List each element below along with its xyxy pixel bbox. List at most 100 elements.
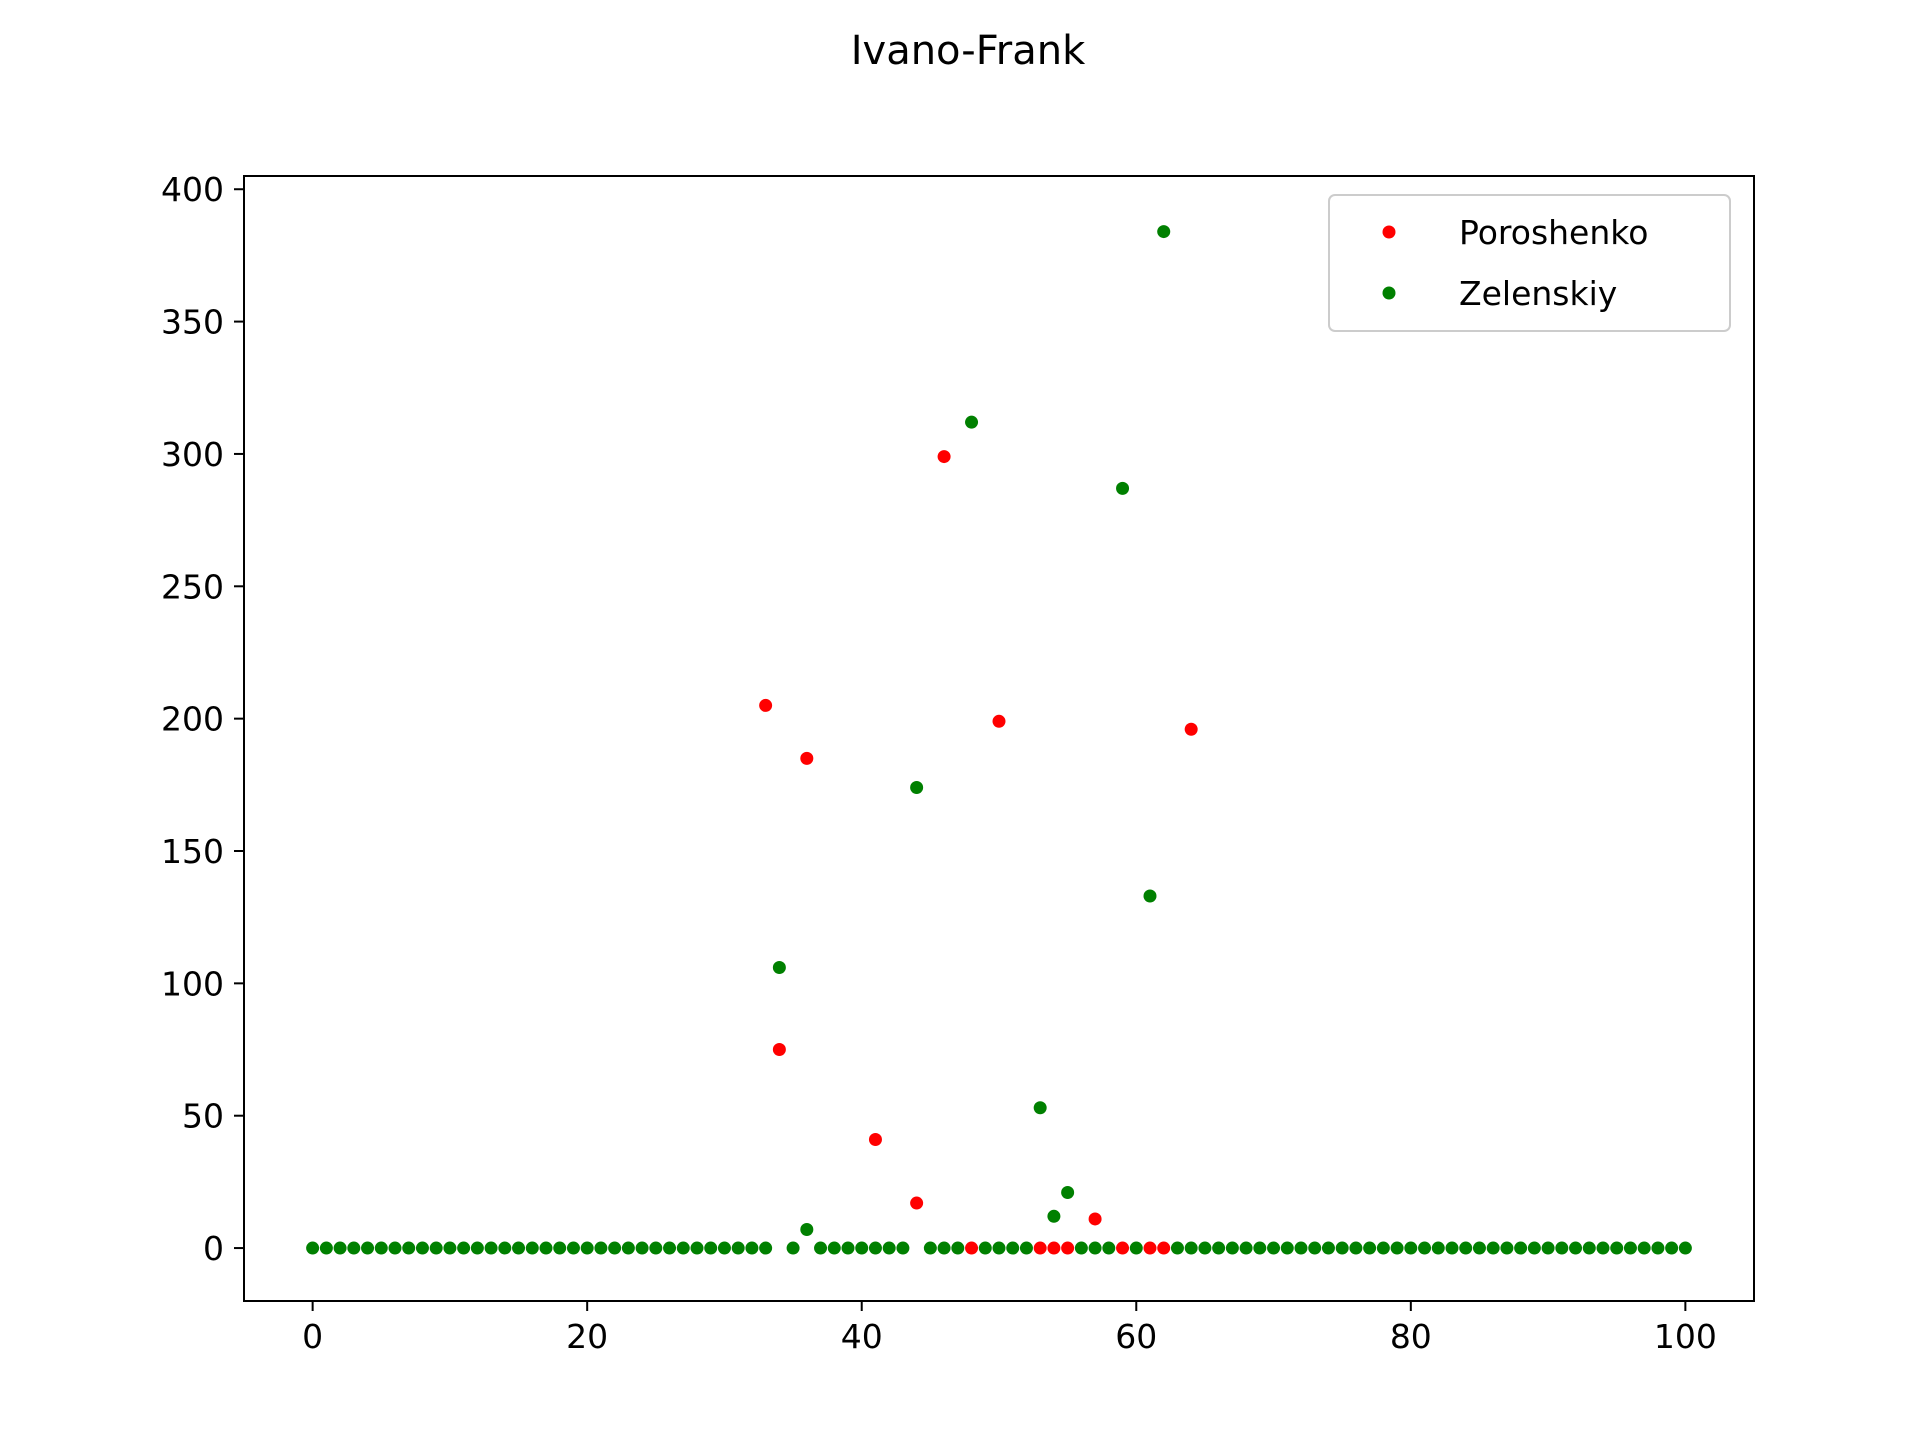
point-zelenskiy xyxy=(457,1241,471,1255)
point-zelenskiy xyxy=(1500,1241,1514,1255)
point-zelenskiy xyxy=(319,1241,333,1255)
point-zelenskiy xyxy=(1006,1241,1020,1255)
point-zelenskiy xyxy=(1019,1241,1033,1255)
point-zelenskiy xyxy=(525,1241,539,1255)
point-zelenskiy xyxy=(800,1223,814,1237)
point-poroshenko xyxy=(1061,1241,1075,1255)
point-zelenskiy xyxy=(374,1241,388,1255)
point-poroshenko xyxy=(992,714,1006,728)
point-poroshenko xyxy=(965,1241,979,1255)
point-zelenskiy xyxy=(1651,1241,1665,1255)
point-zelenskiy xyxy=(1363,1241,1377,1255)
point-zelenskiy xyxy=(937,1241,951,1255)
x-axis: 0 20 40 60 80 100 xyxy=(302,1301,1717,1356)
x-tick-label: 80 xyxy=(1390,1317,1432,1356)
point-poroshenko xyxy=(1033,1241,1047,1255)
y-tick-label: 250 xyxy=(161,567,224,606)
point-zelenskiy xyxy=(855,1241,869,1255)
x-tick-label: 20 xyxy=(566,1317,608,1356)
point-zelenskiy xyxy=(992,1241,1006,1255)
point-zelenskiy xyxy=(1088,1241,1102,1255)
point-zelenskiy xyxy=(1129,1241,1143,1255)
point-zelenskiy xyxy=(402,1241,416,1255)
point-zelenskiy xyxy=(1665,1241,1679,1255)
point-zelenskiy xyxy=(566,1241,580,1255)
point-zelenskiy xyxy=(1610,1241,1624,1255)
point-zelenskiy xyxy=(1294,1241,1308,1255)
point-poroshenko xyxy=(1184,722,1198,736)
point-zelenskiy xyxy=(512,1241,526,1255)
point-zelenskiy xyxy=(1335,1241,1349,1255)
point-zelenskiy xyxy=(704,1241,718,1255)
point-zelenskiy xyxy=(759,1241,773,1255)
point-zelenskiy xyxy=(1472,1241,1486,1255)
y-axis: 0 50 100 150 200 250 300 350 400 xyxy=(161,170,244,1268)
point-zelenskiy xyxy=(608,1241,622,1255)
point-zelenskiy xyxy=(443,1241,457,1255)
legend: Poroshenko Zelenskiy xyxy=(1328,194,1731,332)
y-tick-label: 100 xyxy=(161,964,224,1003)
legend-box xyxy=(1328,194,1731,332)
x-tick-label: 60 xyxy=(1115,1317,1157,1356)
point-zelenskiy xyxy=(745,1241,759,1255)
point-zelenskiy xyxy=(1212,1241,1226,1255)
point-poroshenko xyxy=(759,698,773,712)
point-zelenskiy xyxy=(1514,1241,1528,1255)
point-zelenskiy xyxy=(1033,1101,1047,1115)
point-zelenskiy xyxy=(306,1241,320,1255)
point-zelenskiy xyxy=(951,1241,965,1255)
point-zelenskiy xyxy=(827,1241,841,1255)
point-zelenskiy xyxy=(333,1241,347,1255)
point-zelenskiy xyxy=(1459,1241,1473,1255)
point-zelenskiy xyxy=(635,1241,649,1255)
point-zelenskiy xyxy=(841,1241,855,1255)
point-zelenskiy xyxy=(1390,1241,1404,1255)
y-tick-label: 50 xyxy=(182,1097,224,1136)
point-zelenskiy xyxy=(553,1241,567,1255)
point-zelenskiy xyxy=(896,1241,910,1255)
point-zelenskiy xyxy=(731,1241,745,1255)
y-tick-label: 400 xyxy=(161,170,224,209)
point-zelenskiy xyxy=(361,1241,375,1255)
point-zelenskiy xyxy=(1308,1241,1322,1255)
point-zelenskiy xyxy=(910,780,924,794)
point-zelenskiy xyxy=(1116,481,1130,495)
point-zelenskiy xyxy=(1280,1241,1294,1255)
legend-label-poroshenko: Poroshenko xyxy=(1459,213,1648,252)
point-zelenskiy xyxy=(1253,1241,1267,1255)
point-zelenskiy xyxy=(1102,1241,1116,1255)
y-tick-label: 0 xyxy=(203,1229,224,1268)
point-poroshenko xyxy=(772,1043,786,1057)
point-zelenskiy xyxy=(580,1241,594,1255)
point-zelenskiy xyxy=(484,1241,498,1255)
point-zelenskiy xyxy=(1376,1241,1390,1255)
point-zelenskiy xyxy=(1637,1241,1651,1255)
point-zelenskiy xyxy=(1418,1241,1432,1255)
point-zelenskiy xyxy=(1596,1241,1610,1255)
point-poroshenko xyxy=(1088,1212,1102,1226)
point-zelenskiy xyxy=(1143,889,1157,903)
point-zelenskiy xyxy=(1157,225,1171,239)
point-zelenskiy xyxy=(1061,1185,1075,1199)
point-zelenskiy xyxy=(882,1241,896,1255)
point-zelenskiy xyxy=(772,960,786,974)
point-zelenskiy xyxy=(676,1241,690,1255)
point-zelenskiy xyxy=(1170,1241,1184,1255)
point-zelenskiy xyxy=(1678,1241,1692,1255)
point-zelenskiy xyxy=(388,1241,402,1255)
point-zelenskiy xyxy=(868,1241,882,1255)
point-zelenskiy xyxy=(1431,1241,1445,1255)
point-zelenskiy xyxy=(1267,1241,1281,1255)
point-zelenskiy xyxy=(978,1241,992,1255)
point-zelenskiy xyxy=(1486,1241,1500,1255)
y-tick-label: 350 xyxy=(161,303,224,342)
point-zelenskiy xyxy=(594,1241,608,1255)
point-zelenskiy xyxy=(786,1241,800,1255)
x-tick-label: 40 xyxy=(841,1317,883,1356)
point-zelenskiy xyxy=(347,1241,361,1255)
legend-marker-zelenskiy xyxy=(1382,286,1396,300)
point-zelenskiy xyxy=(470,1241,484,1255)
point-zelenskiy xyxy=(663,1241,677,1255)
point-poroshenko xyxy=(1047,1241,1061,1255)
point-zelenskiy xyxy=(539,1241,553,1255)
